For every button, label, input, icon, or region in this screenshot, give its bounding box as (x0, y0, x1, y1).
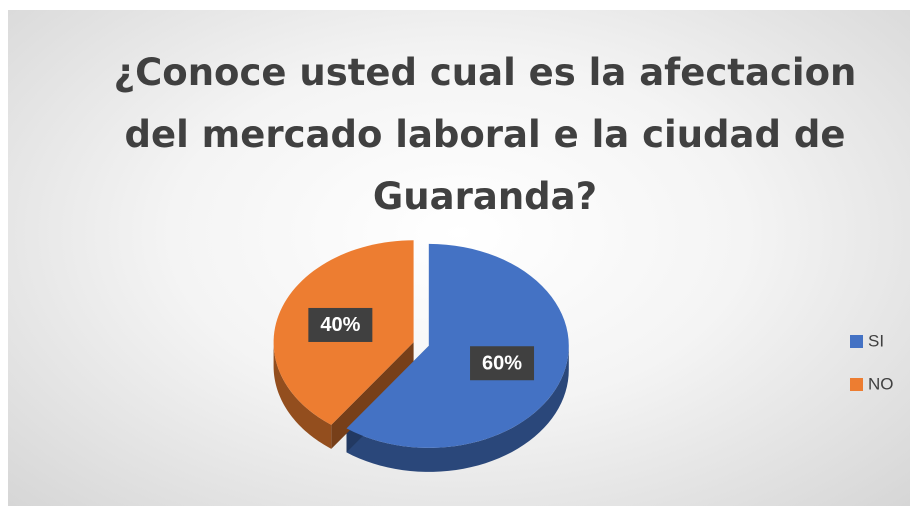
data-label-box (308, 307, 373, 342)
legend-swatch (850, 335, 863, 348)
data-label-box (470, 346, 535, 381)
data-label: 40% (320, 314, 360, 336)
slice-edge (331, 342, 414, 449)
slice (346, 243, 569, 448)
legend-label: SI (868, 331, 884, 350)
legend-label: NO (868, 374, 894, 393)
chart-title: ¿Conoce usted cual es la afectacion del … (113, 51, 857, 218)
legend-swatch (850, 378, 863, 391)
slice-side (346, 345, 569, 472)
data-label: 60% (482, 353, 522, 375)
slice-side (273, 342, 332, 449)
